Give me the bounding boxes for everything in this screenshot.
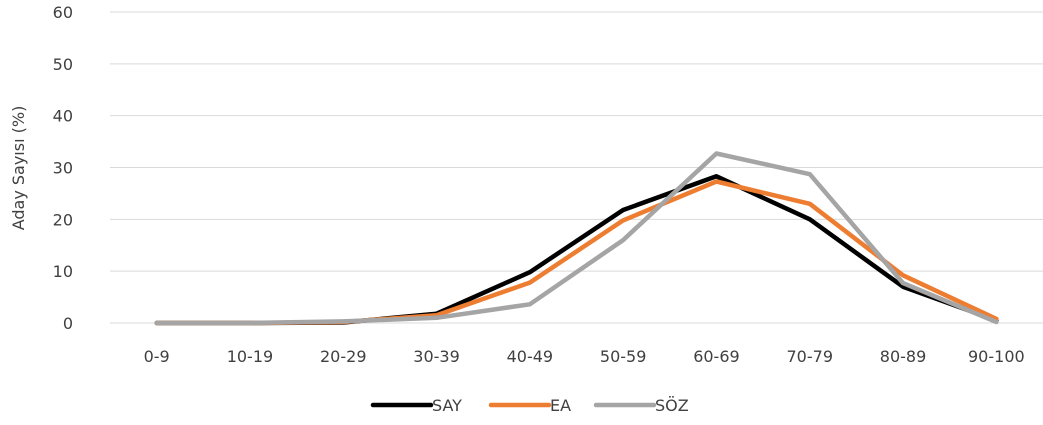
x-tick-label: 10-19 [227,347,274,366]
x-tick-label: 70-79 [787,347,834,366]
y-tick-label: 50 [53,55,73,74]
series-line-söz [154,151,999,326]
series-lines [154,151,999,326]
y-axis-label: Aday Sayısı (%) [9,106,28,231]
y-axis-ticks: 0 10 20 30 40 50 60 [53,3,73,333]
y-tick-label: 20 [53,210,73,229]
x-tick-label: 20-29 [320,347,367,366]
x-tick-label: 90-100 [968,347,1025,366]
legend: SAY EA SÖZ [370,396,689,415]
x-tick-label: 50-59 [600,347,647,366]
legend-label: EA [550,396,571,415]
series-line-ea [154,179,999,326]
x-tick-label: 0-9 [144,347,170,366]
y-tick-label: 0 [63,314,73,333]
x-tick-label: 40-49 [507,347,554,366]
legend-label: SAY [432,396,462,415]
y-tick-label: 30 [53,159,73,178]
legend-label: SÖZ [655,396,689,415]
x-tick-label: 80-89 [880,347,927,366]
x-tick-label: 30-39 [413,347,460,366]
gridlines [110,11,1043,324]
x-axis-ticks: 0-9 10-19 20-29 30-39 40-49 50-59 60-69 70-79 80… [144,347,1025,366]
y-tick-label: 40 [53,107,73,126]
y-tick-label: 60 [53,3,73,22]
x-tick-label: 60-69 [693,347,740,366]
y-tick-label: 10 [53,262,73,281]
